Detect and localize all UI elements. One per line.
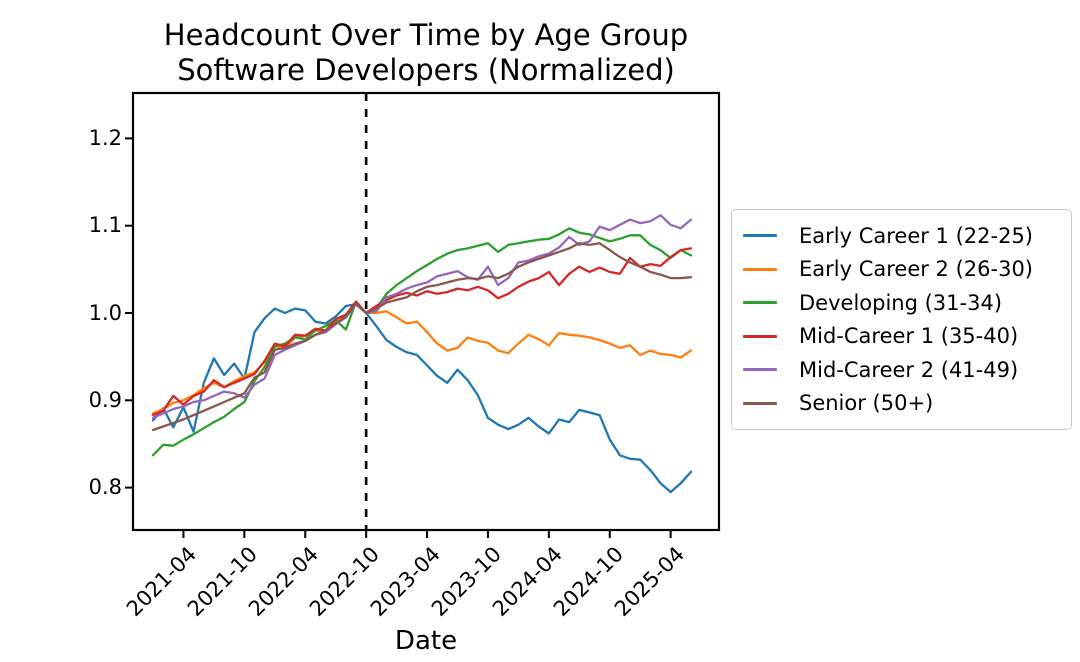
legend-label: Mid-Career 2 (41-49) bbox=[799, 357, 1019, 382]
legend-item-mid-career-1: Mid-Career 1 (35-40) bbox=[743, 320, 1061, 354]
series-line-mid-career-1-35-40 bbox=[151, 247, 693, 417]
chart-title-block: Headcount Over Time by Age Group Softwar… bbox=[93, 18, 759, 88]
legend-label: Senior (50+) bbox=[799, 391, 934, 416]
y-tick-label: 1.2 bbox=[88, 126, 122, 150]
legend-item-senior: Senior (50+) bbox=[743, 387, 1061, 421]
x-axis-label: Date bbox=[394, 626, 458, 656]
legend-item-early-career-1: Early Career 1 (22-25) bbox=[743, 219, 1061, 253]
legend-label: Early Career 1 (22-25) bbox=[799, 223, 1034, 248]
legend-item-mid-career-2: Mid-Career 2 (41-49) bbox=[743, 353, 1061, 387]
legend-box: Early Career 1 (22-25) Early Career 2 (2… bbox=[731, 209, 1072, 430]
x-axis-label-block: Date bbox=[93, 626, 759, 656]
legend-line-swatch-red bbox=[743, 334, 777, 338]
y-tick-label: 0.8 bbox=[88, 475, 122, 499]
legend-item-developing: Developing (31-34) bbox=[743, 286, 1061, 320]
legend-item-early-career-2: Early Career 2 (26-30) bbox=[743, 253, 1061, 287]
legend-label: Mid-Career 1 (35-40) bbox=[799, 324, 1019, 349]
chart-title: Headcount Over Time by Age Group bbox=[163, 18, 689, 52]
chart-subtitle: Software Developers (Normalized) bbox=[177, 53, 675, 87]
series-line-mid-career-2-41-49 bbox=[151, 214, 693, 419]
legend-line-swatch-brown bbox=[743, 401, 777, 405]
y-tick-label: 1.1 bbox=[88, 213, 122, 237]
plot-frame bbox=[131, 91, 721, 532]
legend-line-swatch-purple bbox=[743, 368, 777, 372]
y-tick-label: 1.0 bbox=[88, 301, 122, 325]
legend-line-swatch-orange bbox=[743, 267, 777, 271]
legend-line-swatch-blue bbox=[743, 234, 777, 238]
series-line-early-career-2-26-30 bbox=[151, 301, 693, 415]
y-tick-label: 0.9 bbox=[88, 388, 122, 412]
legend-line-swatch-green bbox=[743, 301, 777, 305]
legend-label: Early Career 2 (26-30) bbox=[799, 257, 1034, 282]
series-line-senior-50 bbox=[151, 242, 693, 432]
series-line-developing-31-34 bbox=[151, 227, 693, 457]
series-lines-group bbox=[151, 214, 693, 494]
legend-label: Developing (31-34) bbox=[799, 290, 1003, 315]
